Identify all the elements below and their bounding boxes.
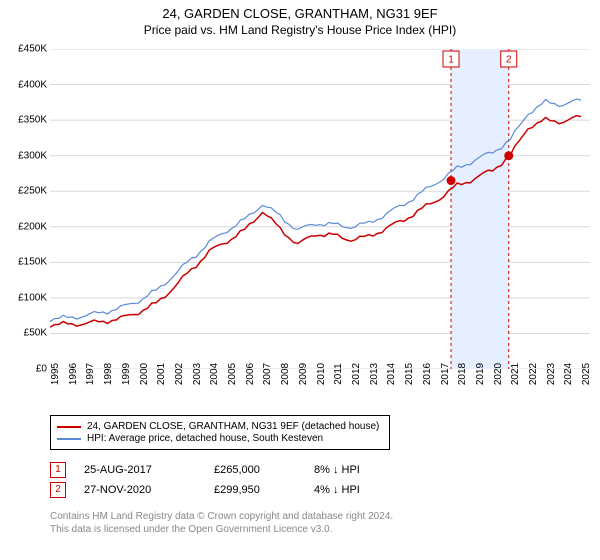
title-block: 24, GARDEN CLOSE, GRANTHAM, NG31 9EF Pri… [0,0,600,39]
x-tick-label: 2002 [174,363,185,385]
event-marker-box: 2 [50,482,66,498]
y-tick-label: £50K [24,328,47,339]
plot-svg: 12 [50,49,590,369]
y-tick-label: £150K [18,257,47,268]
footer-line-2: This data is licensed under the Open Gov… [50,523,393,536]
y-tick-label: £100K [18,292,47,303]
legend-row: HPI: Average price, detached house, Sout… [57,433,383,444]
event-diff: 8% ↓ HPI [314,464,424,476]
legend-swatch [57,426,81,428]
plot-region: 12 [50,49,590,369]
x-tick-label: 2011 [333,363,344,385]
title-sub: Price paid vs. HM Land Registry's House … [0,23,600,37]
event-row: 1 25-AUG-2017£265,0008% ↓ HPI [50,462,424,478]
x-tick-label: 2007 [262,363,273,385]
x-tick-label: 2019 [475,363,486,385]
footer-attribution: Contains HM Land Registry data © Crown c… [50,510,393,536]
x-tick-label: 2010 [316,363,327,385]
x-tick-label: 2008 [280,363,291,385]
y-tick-label: £300K [18,150,47,161]
legend-row: 24, GARDEN CLOSE, GRANTHAM, NG31 9EF (de… [57,421,383,432]
x-tick-label: 1995 [50,363,61,385]
footer-line-1: Contains HM Land Registry data © Crown c… [50,510,393,523]
event-price: £265,000 [214,464,314,476]
y-tick-label: £200K [18,221,47,232]
y-tick-label: £250K [18,186,47,197]
x-tick-label: 2015 [404,363,415,385]
x-tick-label: 2005 [227,363,238,385]
x-tick-label: 2020 [493,363,504,385]
y-tick-label: £350K [18,115,47,126]
legend-swatch [57,438,81,440]
svg-text:2: 2 [506,55,512,66]
x-tick-label: 2001 [156,363,167,385]
x-tick-label: 2013 [369,363,380,385]
x-tick-label: 2006 [245,363,256,385]
x-tick-label: 2000 [139,363,150,385]
x-tick-label: 2009 [298,363,309,385]
event-diff: 4% ↓ HPI [314,484,424,496]
x-tick-label: 2012 [351,363,362,385]
x-tick-label: 2021 [510,363,521,385]
legend-label: HPI: Average price, detached house, Sout… [87,433,323,444]
legend-label: 24, GARDEN CLOSE, GRANTHAM, NG31 9EF (de… [87,421,379,432]
x-tick-label: 2023 [546,363,557,385]
x-tick-label: 1998 [103,363,114,385]
event-row: 2 27-NOV-2020£299,9504% ↓ HPI [50,482,424,498]
y-tick-label: £400K [18,79,47,90]
x-tick-label: 2004 [209,363,220,385]
x-tick-label: 2003 [192,363,203,385]
event-rows: 1 25-AUG-2017£265,0008% ↓ HPI 2 27-NOV-2020… [50,458,424,502]
y-tick-label: £0 [36,364,47,375]
x-tick-label: 2018 [457,363,468,385]
x-tick-label: 2022 [528,363,539,385]
event-marker-box: 1 [50,462,66,478]
event-date: 25-AUG-2017 [84,464,214,476]
svg-text:1: 1 [448,55,454,66]
y-tick-label: £450K [18,44,47,55]
chart-area: 12 £0£50K£100K£150K£200K£250K£300K£350K£… [0,39,600,419]
x-tick-label: 1997 [85,363,96,385]
x-tick-label: 2017 [440,363,451,385]
chart-container: 24, GARDEN CLOSE, GRANTHAM, NG31 9EF Pri… [0,0,600,560]
x-tick-label: 2025 [581,363,592,385]
title-main: 24, GARDEN CLOSE, GRANTHAM, NG31 9EF [0,6,600,21]
event-date: 27-NOV-2020 [84,484,214,496]
x-tick-label: 1996 [68,363,79,385]
x-tick-label: 2014 [386,363,397,385]
x-tick-label: 1999 [121,363,132,385]
x-tick-label: 2016 [422,363,433,385]
event-price: £299,950 [214,484,314,496]
legend-box: 24, GARDEN CLOSE, GRANTHAM, NG31 9EF (de… [50,415,390,450]
x-tick-label: 2024 [563,363,574,385]
